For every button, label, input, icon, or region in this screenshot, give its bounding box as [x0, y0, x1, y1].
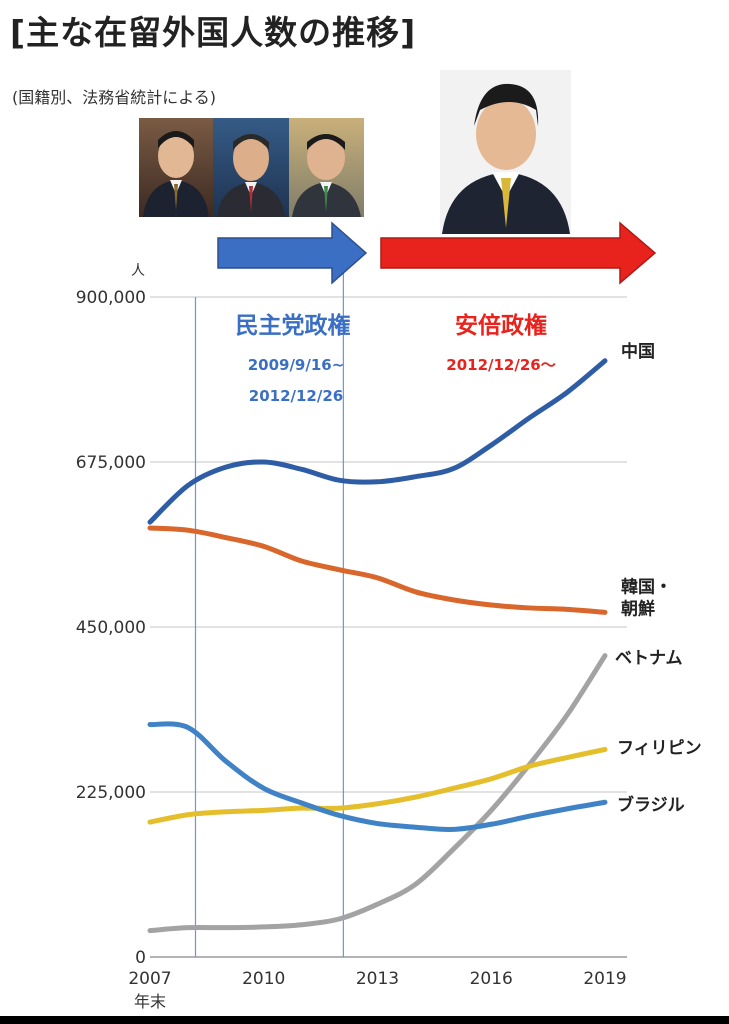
series-line-2 — [147, 653, 608, 934]
politician-portrait-2 — [213, 118, 289, 217]
y-tick-label: 0 — [135, 948, 146, 968]
series-label-4: ブラジル — [617, 794, 685, 815]
x-tick-label: 2013 — [356, 969, 399, 989]
page-title: [主な在留外国人数の推移] — [10, 13, 417, 52]
era-arrow-abe — [380, 221, 657, 285]
series-line-3 — [147, 746, 608, 825]
politician-portrait-3 — [289, 118, 364, 217]
x-tick-label: 2010 — [242, 969, 285, 989]
x-tick-label: 2019 — [583, 969, 626, 989]
bottom-border — [0, 1016, 729, 1024]
era-date-dpj-start: 2009/9/16~ — [248, 356, 345, 374]
y-tick-label: 225,000 — [76, 783, 146, 803]
y-tick-label: 900,000 — [76, 288, 146, 308]
x-axis-label: 年末 — [134, 992, 166, 1011]
series-line-1 — [147, 525, 608, 615]
era-label-dpj: 民主党政権 — [236, 312, 351, 339]
x-tick-label: 2007 — [128, 969, 171, 989]
y-tick-label: 675,000 — [76, 453, 146, 473]
y-tick-label: 450,000 — [76, 618, 146, 638]
politician-portrait-1 — [139, 118, 213, 217]
series-label-1-line2: 朝鮮 — [621, 598, 655, 619]
politician-portrait-abe — [440, 70, 571, 234]
series-line-4 — [147, 721, 608, 832]
y-unit-label: 人 — [131, 263, 145, 279]
x-tick-label: 2016 — [470, 969, 513, 989]
page-subtitle: (国籍別、法務省統計による) — [12, 88, 217, 107]
series-label-1-line1: 韓国・ — [621, 576, 672, 597]
series-line-0 — [147, 358, 608, 525]
series-label-0: 中国 — [621, 341, 655, 362]
era-date-abe-start: 2012/12/26〜 — [446, 356, 555, 374]
series-label-3: フィリピン — [617, 738, 702, 758]
era-date-dpj-end: 2012/12/26 — [249, 387, 343, 405]
series-label-2: ベトナム — [615, 649, 683, 669]
era-arrow-dpj — [217, 221, 368, 285]
era-label-abe: 安倍政権 — [455, 312, 547, 339]
